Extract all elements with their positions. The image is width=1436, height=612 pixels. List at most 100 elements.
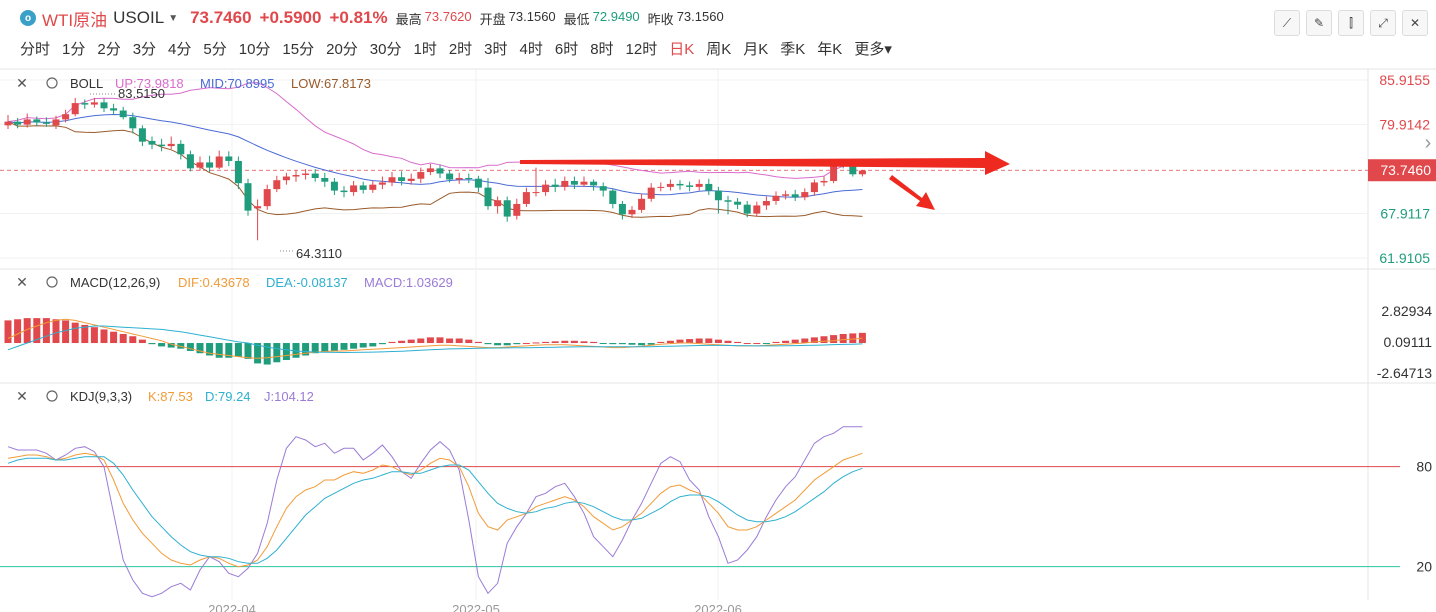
macd-histogram-bar xyxy=(4,320,12,344)
y-tick-label: 67.9117 xyxy=(1380,206,1430,222)
candle-body xyxy=(791,194,799,198)
candle-body xyxy=(714,190,722,201)
y-tick-label: 61.9105 xyxy=(1379,250,1430,266)
candle-body xyxy=(657,186,665,188)
candle-body xyxy=(234,160,242,184)
period-tab[interactable]: 季K xyxy=(780,41,806,58)
candle-body xyxy=(647,187,655,199)
candle-body xyxy=(551,184,559,187)
macd-histogram-bar xyxy=(110,331,118,344)
macd-histogram-bar xyxy=(695,338,703,344)
macd-histogram-bar xyxy=(234,343,242,357)
candle-style-icon[interactable]: ⫿ xyxy=(1338,10,1364,36)
candle-body xyxy=(801,192,809,198)
candle-body xyxy=(311,173,319,178)
macd-histogram-bar xyxy=(273,343,281,363)
macd-histogram-bar xyxy=(474,341,482,344)
candle-body xyxy=(849,165,857,175)
candle-body xyxy=(138,128,146,142)
candle-body xyxy=(858,170,866,175)
fullscreen-icon[interactable]: ⤢ xyxy=(1370,10,1396,36)
macd-dea-line xyxy=(7,325,863,354)
candle-body xyxy=(81,103,89,105)
macd-histogram-bar xyxy=(129,336,137,344)
x-tick-label: 2022-04 xyxy=(208,602,256,612)
macd-histogram-bar xyxy=(551,341,559,344)
candle-body xyxy=(42,122,50,124)
macd-histogram-bar xyxy=(705,338,713,344)
period-tab[interactable]: 1时 xyxy=(413,41,437,58)
candle-body xyxy=(254,206,262,209)
candle-body xyxy=(542,184,550,193)
period-tab[interactable]: 20分 xyxy=(326,41,358,58)
stat-label: 最高 xyxy=(395,11,422,27)
candle-body xyxy=(695,183,703,187)
macd-histogram-bar xyxy=(302,343,310,356)
period-tab[interactable]: 1分 xyxy=(62,41,86,58)
chevron-down-icon[interactable]: ▼ xyxy=(168,12,179,24)
period-tab[interactable]: 6时 xyxy=(554,41,579,58)
macd-histogram-bar xyxy=(628,343,636,345)
macd-y-tick-label: 0.09111 xyxy=(1383,334,1432,350)
period-tab[interactable]: 12时 xyxy=(625,41,658,58)
close-icon[interactable]: ✕ xyxy=(1402,10,1428,36)
trend-arrow-down xyxy=(889,175,935,210)
macd-histogram-bar xyxy=(100,329,108,344)
candle-body xyxy=(810,182,818,193)
macd-histogram-bar xyxy=(254,343,262,364)
macd-histogram-bar xyxy=(196,343,204,354)
macd-histogram-bar xyxy=(81,324,89,344)
boll-legend-title: BOLL xyxy=(70,76,103,91)
candle-body xyxy=(33,119,41,123)
period-tab[interactable]: 3分 xyxy=(132,41,157,58)
candle-body xyxy=(52,119,60,126)
candle-body xyxy=(609,190,617,204)
macd-histogram-bar xyxy=(340,343,348,350)
period-tab[interactable]: 5分 xyxy=(203,41,227,58)
candle-body xyxy=(167,143,175,147)
macd-histogram-bar xyxy=(580,341,588,344)
candle-body xyxy=(148,140,156,145)
kdj-legend-j: J:104.12 xyxy=(264,389,314,404)
candle-body xyxy=(426,168,434,173)
macd-histogram-bar xyxy=(465,339,473,344)
macd-histogram-bar xyxy=(436,337,444,344)
period-tab[interactable]: 2分 xyxy=(97,41,121,58)
period-tab[interactable]: 4分 xyxy=(168,41,192,58)
period-tab[interactable]: 分时 xyxy=(20,41,51,58)
candle-body xyxy=(753,205,761,214)
period-tab[interactable]: 30分 xyxy=(369,41,402,58)
draw-line-icon[interactable]: ⟋ xyxy=(1274,10,1300,36)
kdj-y-tick-label: 80 xyxy=(1416,459,1432,475)
macd-histogram-bar xyxy=(417,338,425,344)
period-tab[interactable]: 15分 xyxy=(282,41,315,58)
candle-body xyxy=(119,110,127,118)
candle-body xyxy=(455,177,463,180)
period-tab[interactable]: 3时 xyxy=(484,41,508,58)
period-tab[interactable]: 日K xyxy=(669,41,695,58)
symbol-selector[interactable]: USOIL xyxy=(113,8,165,27)
macd-histogram-bar xyxy=(714,339,722,344)
macd-histogram-bar xyxy=(810,337,818,344)
macd-histogram-bar xyxy=(647,343,655,345)
period-tab[interactable]: 10分 xyxy=(238,41,271,58)
macd-histogram-bar xyxy=(446,338,454,344)
last-price: 73.7460 xyxy=(190,8,252,27)
pen-icon[interactable]: ✎ xyxy=(1306,10,1332,36)
period-tab[interactable]: 更多▾ xyxy=(854,41,892,58)
macd-histogram-bar xyxy=(330,343,338,351)
candle-body xyxy=(292,175,300,177)
period-tab[interactable]: 2时 xyxy=(448,41,473,58)
boll-legend-mid: MID:70.8995 xyxy=(200,76,274,91)
period-tab[interactable]: 年K xyxy=(817,41,843,58)
boll-legend-up: UP:73.9818 xyxy=(115,76,184,91)
macd-legend-dif: DIF:0.43678 xyxy=(178,275,250,290)
period-tab[interactable]: 月K xyxy=(743,41,769,58)
period-tab[interactable]: 8时 xyxy=(590,41,614,58)
candle-body xyxy=(330,181,338,191)
period-tab[interactable]: 周K xyxy=(706,41,732,58)
period-tab[interactable]: 4时 xyxy=(519,41,543,58)
candle-body xyxy=(369,184,377,190)
macd-histogram-bar xyxy=(724,340,732,344)
